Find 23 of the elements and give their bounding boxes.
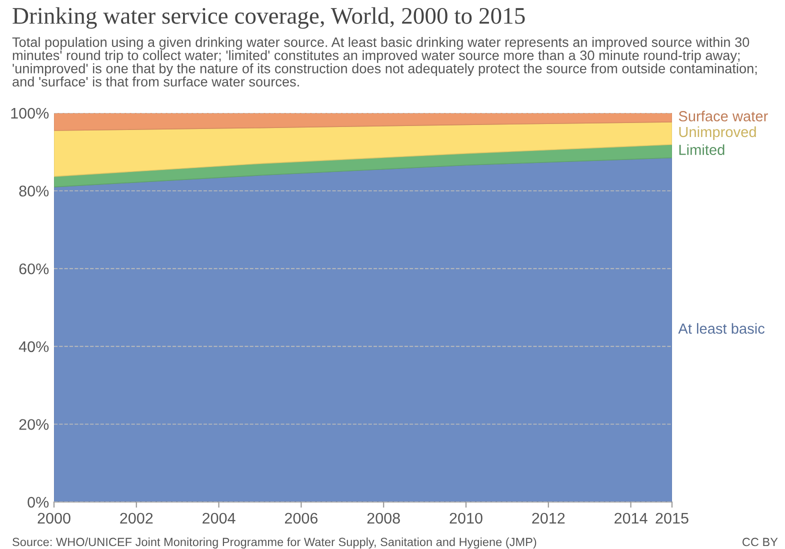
y-tick-label: 20%	[19, 419, 49, 430]
x-tick-label: 2010	[450, 512, 482, 524]
y-tick-label: 40%	[18, 341, 49, 352]
source-note: Source: WHO/UNICEF Joint Monitoring Programme for Water Supply, Sanitation and Hygiene (JMP)	[12, 537, 536, 549]
y-tick-label: 100%	[11, 108, 49, 119]
y-tick-label: 60%	[19, 263, 49, 274]
y-tick-label: 80%	[19, 186, 49, 196]
x-tick-label: 2006	[284, 512, 318, 524]
y-tick-label: 0%	[28, 496, 49, 508]
x-tick-label: 2008	[367, 512, 400, 524]
x-tick-label: 2000	[38, 512, 70, 524]
x-tick-label: 2004	[202, 512, 236, 524]
chart-subtitle: Total population using a given drinking water source. At least basic drinking water represents an improved source within 30 minutes' round trip to collect water; 'limited' constitutes an improved water source more than a 30 minute round-trip away; 'unimproved' is one that by the nature of its construction does not adequately protect the source from outside contamination; and 'surface' is that from surface water sources.	[12, 37, 757, 87]
x-tick-label: 2015	[656, 512, 688, 524]
series-label: Surface water	[678, 110, 768, 122]
series-label: Unimproved	[679, 126, 756, 140]
chart-title: Drinking water service coverage, World, 2000 to 2015	[12, 7, 525, 29]
series-label: At least basic	[678, 323, 765, 334]
series-label: Limited	[679, 144, 724, 156]
x-tick-label: 2002	[120, 512, 153, 524]
x-tick-label: 2014	[614, 512, 648, 524]
text: CC BY	[742, 538, 778, 546]
x-tick-label: 2012	[532, 512, 565, 524]
